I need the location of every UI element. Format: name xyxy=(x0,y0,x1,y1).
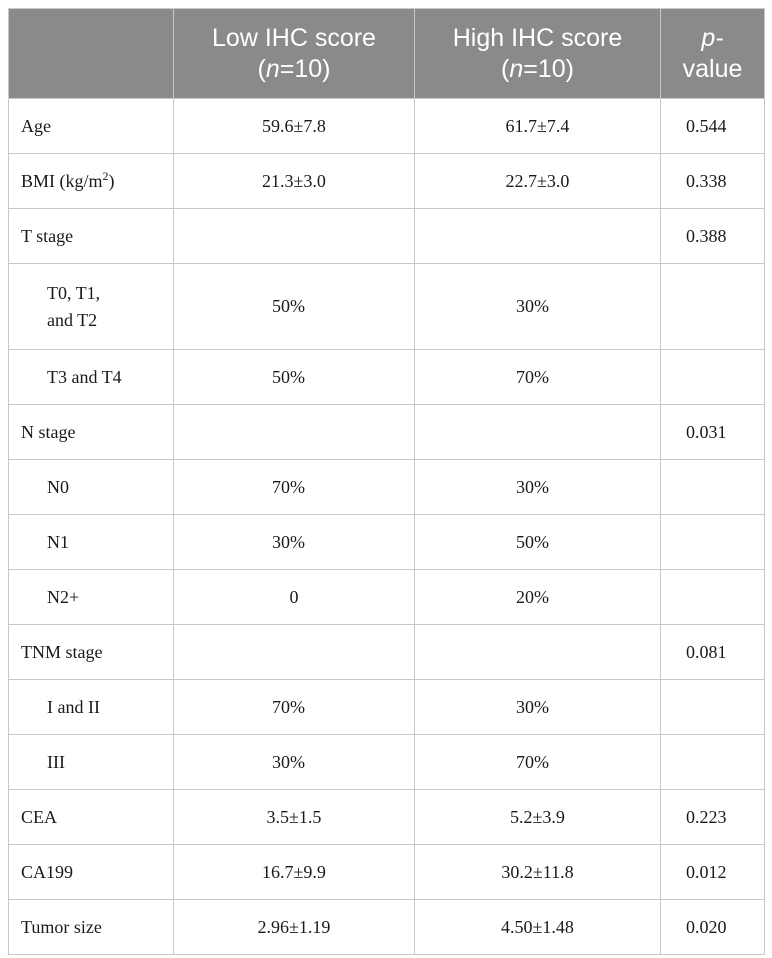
high-ihc-value: 70% xyxy=(414,349,661,405)
row-label: T0, T1, and T2 xyxy=(8,263,174,350)
row-label: N stage xyxy=(8,404,174,460)
high-ihc-value: 50% xyxy=(414,514,661,570)
row-label: III xyxy=(8,734,174,790)
high-ihc-value: 22.7±3.0 xyxy=(414,153,661,209)
p-value-cell: 0.012 xyxy=(660,844,765,900)
table-body: Age 59.6±7.8 61.7±7.4 0.544 BMI (kg/m2) … xyxy=(8,98,765,955)
row-label-line1: T0, T1, xyxy=(47,282,101,303)
p-value-cell: 0.223 xyxy=(660,789,765,845)
high-ihc-value: 30% xyxy=(414,679,661,735)
low-ihc-value: 16.7±9.9 xyxy=(173,844,415,900)
table-row: III 30% 70% xyxy=(8,734,765,790)
low-ihc-value: 30% xyxy=(173,514,415,570)
low-ihc-value xyxy=(173,624,415,680)
low-ihc-value: 50% xyxy=(173,263,415,350)
high-ihc-value: 70% xyxy=(414,734,661,790)
table-row: N1 30% 50% xyxy=(8,514,765,570)
high-ihc-value xyxy=(414,208,661,264)
p-value-cell: 0.081 xyxy=(660,624,765,680)
low-ihc-value: 70% xyxy=(173,459,415,515)
header-low-n-value: =10 xyxy=(279,54,323,83)
row-label: T stage xyxy=(8,208,174,264)
table-row: N0 70% 30% xyxy=(8,459,765,515)
row-label-line2: and T2 xyxy=(47,309,98,330)
header-row: Low IHC score (n=10) High IHC score (n=1… xyxy=(8,8,765,99)
header-p-rest: value xyxy=(682,54,743,83)
table-row: BMI (kg/m2) 21.3±3.0 22.7±3.0 0.338 xyxy=(8,153,765,209)
row-label: I and II xyxy=(8,679,174,735)
table-row: T3 and T4 50% 70% xyxy=(8,349,765,405)
p-value-cell xyxy=(660,679,765,735)
header-p-value: p- value xyxy=(660,8,765,99)
row-label: Tumor size xyxy=(8,899,174,955)
header-high-n-value: =10 xyxy=(523,54,566,83)
header-high-n-symbol: n xyxy=(509,54,524,83)
header-empty-cell xyxy=(8,8,174,99)
bmi-label-base: BMI (kg/m xyxy=(21,170,103,191)
table-row: CA199 16.7±9.9 30.2±11.8 0.012 xyxy=(8,844,765,900)
p-value-cell xyxy=(660,734,765,790)
p-value-cell xyxy=(660,349,765,405)
header-high-title: High IHC score xyxy=(452,23,623,52)
row-label: T3 and T4 xyxy=(8,349,174,405)
p-value-cell xyxy=(660,514,765,570)
row-label: Age xyxy=(8,98,174,154)
header-low-n-symbol: n xyxy=(265,54,280,83)
header-p-symbol: p- xyxy=(701,23,724,52)
p-value-cell: 0.338 xyxy=(660,153,765,209)
low-ihc-value: 2.96±1.19 xyxy=(173,899,415,955)
table-row: T stage 0.388 xyxy=(8,208,765,264)
high-ihc-value: 30% xyxy=(414,459,661,515)
high-ihc-value xyxy=(414,624,661,680)
p-value-cell: 0.031 xyxy=(660,404,765,460)
row-label: TNM stage xyxy=(8,624,174,680)
table-row: I and II 70% 30% xyxy=(8,679,765,735)
table-header: Low IHC score (n=10) High IHC score (n=1… xyxy=(8,8,765,99)
table-row: N2+ 0 20% xyxy=(8,569,765,625)
header-high-ihc: High IHC score (n=10) xyxy=(414,8,661,99)
header-low-ihc: Low IHC score (n=10) xyxy=(173,8,415,99)
p-value-cell xyxy=(660,459,765,515)
row-label: N1 xyxy=(8,514,174,570)
p-value-cell xyxy=(660,263,765,350)
low-ihc-value xyxy=(173,404,415,460)
low-ihc-value: 30% xyxy=(173,734,415,790)
low-ihc-value: 0 xyxy=(173,569,415,625)
p-value-cell: 0.020 xyxy=(660,899,765,955)
table-row: CEA 3.5±1.5 5.2±3.9 0.223 xyxy=(8,789,765,845)
p-value-cell xyxy=(660,569,765,625)
high-ihc-value: 5.2±3.9 xyxy=(414,789,661,845)
low-ihc-value xyxy=(173,208,415,264)
row-label: CEA xyxy=(8,789,174,845)
bmi-label-close: ) xyxy=(108,170,115,191)
high-ihc-value xyxy=(414,404,661,460)
table-row: Age 59.6±7.8 61.7±7.4 0.544 xyxy=(8,98,765,154)
header-low-title: Low IHC score xyxy=(212,23,376,52)
high-ihc-value: 61.7±7.4 xyxy=(414,98,661,154)
row-label: CA199 xyxy=(8,844,174,900)
high-ihc-value: 30.2±11.8 xyxy=(414,844,661,900)
row-label: BMI (kg/m2) xyxy=(8,153,174,209)
row-label: N2+ xyxy=(8,569,174,625)
low-ihc-value: 21.3±3.0 xyxy=(173,153,415,209)
p-value-cell: 0.388 xyxy=(660,208,765,264)
bmi-label-superscript: 2 xyxy=(102,168,109,183)
table-row: N stage 0.031 xyxy=(8,404,765,460)
high-ihc-value: 4.50±1.48 xyxy=(414,899,661,955)
row-label: N0 xyxy=(8,459,174,515)
low-ihc-value: 50% xyxy=(173,349,415,405)
high-ihc-value: 30% xyxy=(414,263,661,350)
table-row: TNM stage 0.081 xyxy=(8,624,765,680)
table-row: Tumor size 2.96±1.19 4.50±1.48 0.020 xyxy=(8,899,765,955)
clinical-characteristics-table: Low IHC score (n=10) High IHC score (n=1… xyxy=(8,8,765,955)
low-ihc-value: 70% xyxy=(173,679,415,735)
table-row: T0, T1, and T2 50% 30% xyxy=(8,263,765,350)
low-ihc-value: 3.5±1.5 xyxy=(173,789,415,845)
p-value-cell: 0.544 xyxy=(660,98,765,154)
low-ihc-value: 59.6±7.8 xyxy=(173,98,415,154)
high-ihc-value: 20% xyxy=(414,569,661,625)
